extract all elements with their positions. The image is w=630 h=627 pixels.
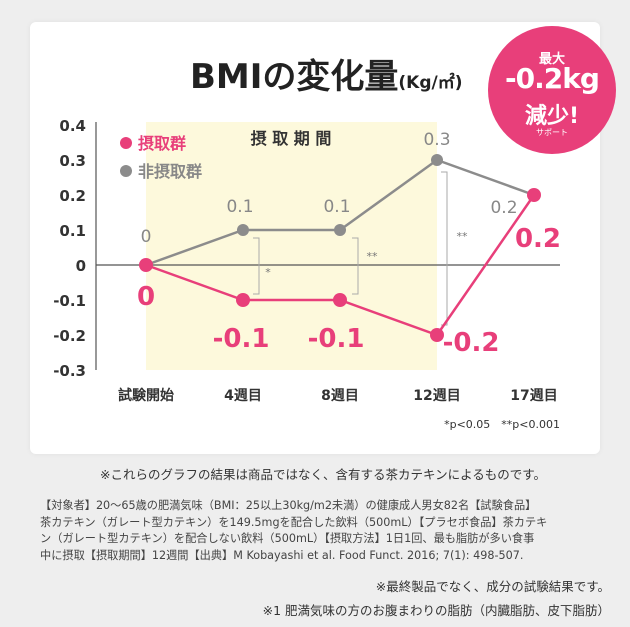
control-data-label: 0	[141, 227, 152, 247]
significance-bracket	[253, 237, 260, 295]
badge-line4: サポート	[536, 128, 568, 137]
x-tick-label: 試験開始	[118, 387, 174, 404]
intake-period-band	[146, 122, 437, 370]
intake-data-point	[139, 258, 153, 272]
intake-data-point	[333, 293, 347, 307]
y-tick-label: 0.3	[59, 152, 86, 170]
intake-data-label: 0	[137, 282, 155, 312]
intake-data-point	[236, 293, 250, 307]
legend-intake-label: 摂取群	[138, 134, 186, 153]
chart-title: BMIの変化量(Kg/㎡)	[190, 57, 463, 97]
control-data-label: 0.2	[490, 198, 517, 218]
details-line: ン（ガレート型カテキン）を配合しない飲料（500mL）【摂取方法】1日1回、最も…	[40, 532, 535, 545]
details-line: 【対象者】20〜65歳の肥満気味（BMI：25以上30kg/m2未満）の健康成人…	[40, 499, 537, 512]
intake-period-label: 摂 取 期 間	[251, 129, 332, 148]
control-data-point	[431, 154, 443, 166]
legend-intake-marker	[120, 137, 132, 149]
control-data-label: 0.3	[423, 130, 450, 150]
control-data-point	[334, 224, 346, 236]
legend-control-label: 非摂取群	[138, 162, 202, 181]
y-tick-label: 0	[76, 257, 86, 275]
max-reduction-badge: 最大 -0.2kg 減少! サポート	[488, 26, 616, 154]
y-tick-label: 0.1	[59, 222, 86, 240]
details-line: 茶カテキン（ガレート型カテキン）を149.5mgを配合した飲料（500mL）【プ…	[40, 515, 548, 529]
control-data-label: 0.1	[226, 197, 253, 217]
footnote: ※1 肥満気味の方のお腹まわりの脂肪（内臓脂肪、皮下脂肪）	[262, 603, 610, 618]
details-line: 中に摂取【摂取期間】12週間【出典】M Kobayashi et al. Foo…	[40, 548, 524, 562]
y-tick-label: 0.2	[59, 187, 86, 205]
y-tick-label: 0.4	[59, 117, 86, 135]
badge-line2: -0.2kg	[505, 62, 600, 95]
graph-note: ※これらのグラフの結果は商品ではなく、含有する茶カテキンによるものです。	[100, 467, 546, 482]
significance-bracket	[441, 171, 448, 326]
badge-line1: 最大	[538, 52, 565, 67]
y-tick-label: -0.3	[53, 362, 86, 380]
intake-data-point	[430, 328, 444, 342]
control-data-label: 0.1	[323, 197, 350, 217]
x-tick-label: 12週目	[413, 388, 460, 404]
x-tick-label: 8週目	[321, 388, 359, 404]
x-tick-label: 4週目	[224, 388, 262, 404]
y-tick-label: -0.2	[53, 327, 86, 345]
final-product-note: ※最終製品でなく、成分の試験結果です。	[375, 579, 610, 594]
legend-control-marker	[120, 165, 132, 177]
badge-line3: 減少!	[524, 104, 580, 129]
x-tick-label: 17週目	[510, 388, 557, 404]
control-data-point	[237, 224, 249, 236]
intake-data-label: -0.1	[213, 324, 270, 354]
intake-data-point	[527, 188, 541, 202]
bmi-line-chart: BMIの変化量(Kg/㎡) 摂 取 期 間 0.4 0.3 0.2 0.1 0 -0.1 -0.…	[53, 57, 561, 431]
intake-data-label: -0.1	[308, 324, 365, 354]
significance-legend: *p<0.05 **p<0.001	[444, 418, 560, 431]
intake-data-label: 0.2	[515, 224, 561, 254]
significance-mark: **	[457, 230, 469, 243]
significance-bracket	[352, 237, 359, 295]
significance-mark: **	[367, 250, 379, 263]
intake-data-label: -0.2	[443, 328, 500, 358]
significance-mark: *	[265, 266, 271, 279]
study-details: 【対象者】20〜65歳の肥満気味（BMI：25以上30kg/m2未満）の健康成人…	[40, 498, 600, 564]
y-tick-label: -0.1	[53, 292, 86, 310]
